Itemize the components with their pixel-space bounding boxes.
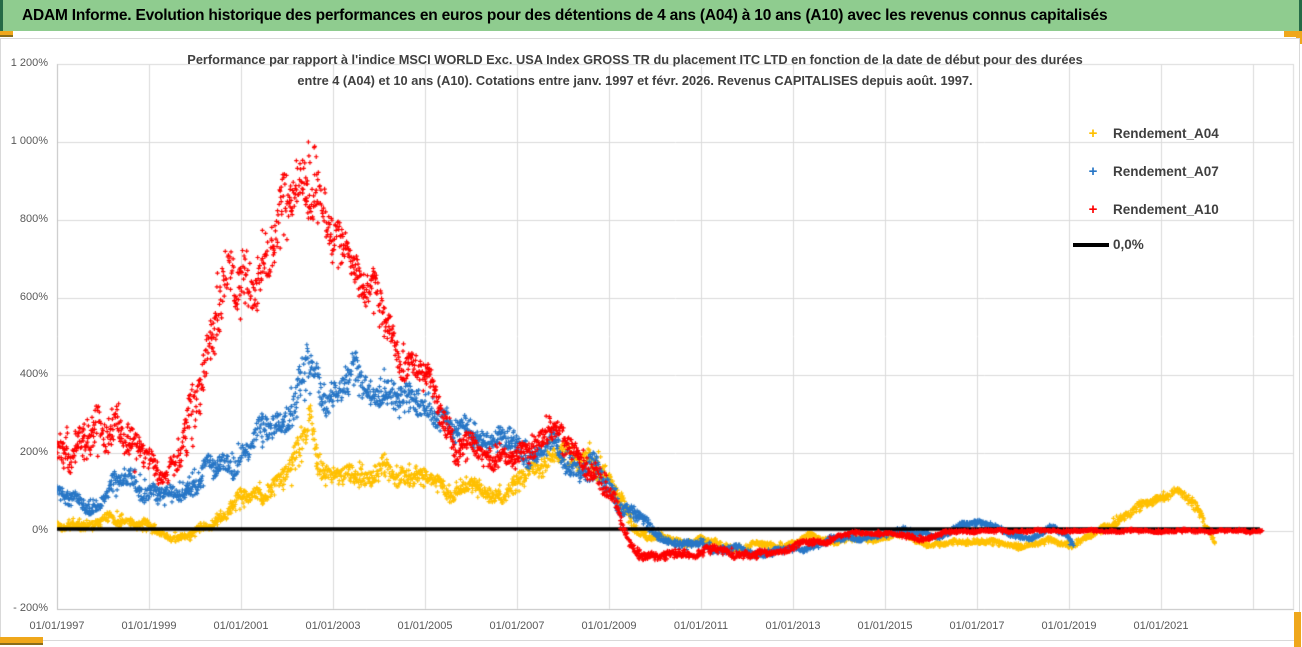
chart-title-line2: entre 4 (A04) et 10 ans (A10). Cotations…: [297, 73, 973, 88]
x-axis-tick-label: 01/01/2021: [1133, 620, 1189, 632]
x-axis-tick-label: 01/01/2017: [949, 620, 1005, 632]
x-axis-tick-label: 01/01/2005: [397, 620, 453, 632]
y-axis-tick-label: 0%: [32, 524, 48, 536]
y-axis-tick-label: 400%: [19, 368, 48, 381]
y-axis-tick-label: 1 200%: [10, 57, 48, 70]
legend-item-rendement-a04[interactable]: + Rendement_A04: [1073, 125, 1219, 142]
x-axis-tick-label: 01/01/2003: [305, 620, 361, 632]
banner-title: ADAM Informe. Evolution historique des p…: [22, 6, 1108, 24]
y-axis-tick-label: 1 000%: [10, 135, 48, 147]
y-axis-tick-label: 600%: [19, 290, 48, 303]
gold-accent-top-right-h: [1284, 31, 1302, 37]
legend-label: Rendement_A04: [1113, 126, 1219, 141]
x-axis-tick-label: 01/01/2009: [581, 620, 637, 632]
chart-title: Performance par rapport à l'indice MSCI …: [71, 49, 1199, 91]
x-axis-tick-label: 01/01/1999: [121, 620, 177, 632]
chart-title-line1: Performance par rapport à l'indice MSCI …: [187, 52, 1083, 67]
y-axis-tick-label: 200%: [19, 446, 48, 459]
banner: ADAM Informe. Evolution historique des p…: [0, 0, 1302, 31]
x-axis-tick-label: 01/01/2011: [673, 620, 729, 632]
x-axis-tick-label: 01/01/1997: [29, 620, 85, 632]
legend-item-zero-line[interactable]: 0,0%: [1073, 237, 1144, 252]
plus-marker-icon: +: [1088, 201, 1098, 218]
banner-right-edge: [1299, 0, 1302, 31]
legend-label: Rendement_A10: [1113, 202, 1219, 217]
legend-label: 0,0%: [1113, 237, 1144, 252]
gold-accent-top-right-v: [1296, 31, 1302, 44]
y-axis-tick-label: 800%: [19, 212, 48, 225]
legend-item-rendement-a07[interactable]: + Rendement_A07: [1073, 163, 1219, 180]
gold-accent-bottom-left: [0, 637, 43, 645]
gold-accent-top-left: [0, 31, 13, 37]
legend-item-rendement-a10[interactable]: + Rendement_A10: [1073, 201, 1219, 218]
zero-line-swatch-icon: [1073, 242, 1109, 247]
banner-left-edge: [0, 0, 3, 31]
x-axis-tick-label: 01/01/2019: [1041, 620, 1097, 632]
gold-accent-bottom-right: [1294, 612, 1301, 647]
y-axis-tick-label: - 200%: [13, 601, 48, 614]
legend-label: Rendement_A07: [1113, 164, 1219, 179]
plus-marker-icon: +: [1088, 125, 1098, 142]
plus-marker-icon: +: [1088, 163, 1098, 180]
x-axis-tick-label: 01/01/2007: [489, 620, 545, 632]
performance-scatter-canvas: [1, 39, 1301, 640]
x-axis-tick-label: 01/01/2013: [765, 620, 821, 632]
chart-area: Performance par rapport à l'indice MSCI …: [0, 38, 1301, 641]
x-axis-tick-label: 01/01/2001: [213, 620, 269, 632]
x-axis-tick-label: 01/01/2015: [857, 620, 913, 632]
